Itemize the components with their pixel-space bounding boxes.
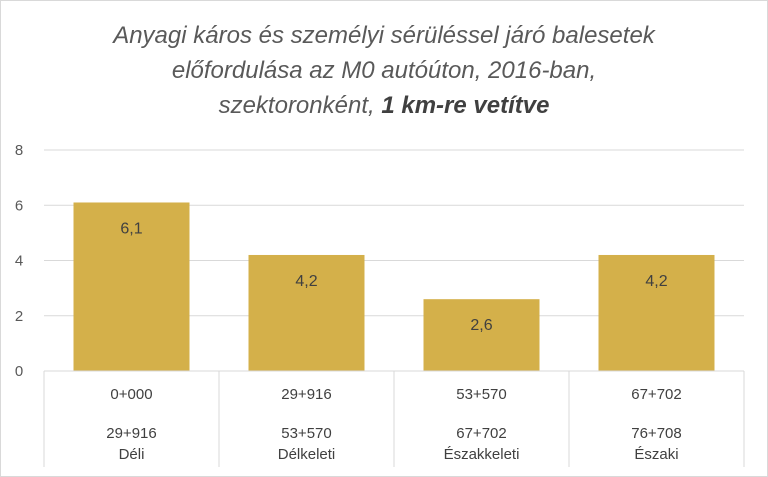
y-tick-label-2: 2 [15,308,23,325]
bar-value-label-3: 2,6 [470,317,492,334]
category-name-3: Északkeleti [444,446,520,463]
title-line-3-bold: 1 km-re vetítve [381,92,550,119]
chart-title: Anyagi káros és személyi sérüléssel járó… [0,18,768,123]
category-to-3: 67+702 [456,425,506,442]
bar-value-label-2: 4,2 [295,273,317,290]
title-line-3: szektoronként, 1 km-re vetítve [0,88,768,123]
bar-value-label-1: 6,1 [120,220,142,237]
title-line-1: Anyagi káros és személyi sérüléssel járó… [113,22,655,49]
category-to-1: 29+916 [106,425,156,442]
title-line-2: előfordulása az M0 autóúton, 2016-ban, [171,57,597,84]
category-to-2: 53+570 [281,425,331,442]
bar-3 [423,299,540,371]
y-tick-label-6: 6 [15,197,23,214]
bar-4 [598,254,715,371]
y-tick-label-0: 0 [15,363,23,380]
bar-value-label-4: 4,2 [645,273,667,290]
y-tick-label-8: 8 [15,142,23,159]
category-from-3: 53+570 [456,386,506,403]
category-to-4: 76+708 [631,425,681,442]
category-from-2: 29+916 [281,386,331,403]
category-from-4: 67+702 [631,386,681,403]
y-tick-label-4: 4 [15,253,23,270]
bar-1 [73,202,190,371]
category-name-1: Déli [119,446,145,463]
category-name-2: Délkeleti [278,446,336,463]
category-name-4: Északi [634,446,678,463]
category-from-1: 0+000 [110,386,152,403]
title-line-3-prefix: szektoronként, [218,92,382,119]
bar-2 [248,254,365,371]
